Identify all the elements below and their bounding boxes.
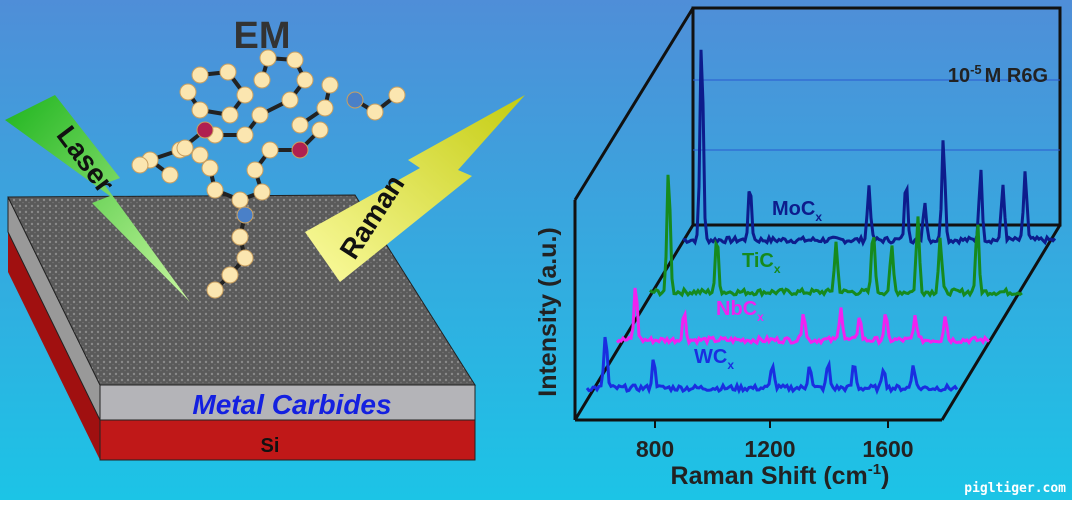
molecule [131, 49, 406, 299]
base-label: Si [261, 435, 280, 457]
atom [236, 86, 254, 104]
atom [346, 91, 364, 109]
atom [206, 181, 224, 199]
x-label-exponent: -1 [868, 461, 881, 478]
spectrum-sub: x [815, 210, 822, 224]
spectrum-name: WC [694, 346, 727, 368]
spectrum [585, 336, 959, 395]
spectrum-name: NbC [716, 298, 757, 320]
spectrum-name: TiC [742, 250, 774, 272]
atom [231, 228, 249, 246]
analyte-exponent: -5 [970, 62, 982, 77]
atom [231, 191, 249, 209]
spectrum [649, 174, 1023, 298]
atom [281, 91, 299, 109]
layer-label: Metal Carbides [192, 389, 391, 420]
title: EM [234, 15, 291, 57]
atom [388, 86, 406, 104]
spectrum-label: WCx [694, 346, 734, 372]
spectrum-sub: x [727, 358, 734, 372]
x-axis-label: Raman Shift (cm-1) [671, 461, 890, 490]
raman-bolt [305, 95, 525, 282]
atom [246, 161, 264, 179]
analyte-label: 10-5 M R6G [948, 62, 1048, 87]
atom [191, 66, 209, 84]
x-tick-label: 1600 [862, 436, 913, 462]
atom [236, 249, 254, 267]
y-axis-label: Intensity (a.u.) [534, 227, 562, 396]
atom [201, 159, 219, 177]
spectrum [682, 49, 1057, 247]
analyte-suffix: M R6G [985, 65, 1048, 87]
atom [191, 146, 209, 164]
spectrum [615, 287, 990, 347]
atom [176, 139, 194, 157]
atom [286, 51, 304, 69]
atom [253, 71, 271, 89]
atom [221, 266, 239, 284]
spectrum-sub: x [774, 262, 781, 276]
atom [236, 126, 254, 144]
atom [321, 76, 339, 94]
spectrum-label: TiCx [742, 250, 781, 276]
atom [366, 103, 384, 121]
atom [206, 281, 224, 299]
spectrum-label: MoCx [772, 198, 822, 224]
atom [221, 106, 239, 124]
atom [253, 183, 271, 201]
atom [251, 106, 269, 124]
x-label-text: Raman Shift (cm [671, 462, 868, 490]
analyte-prefix: 10 [948, 65, 970, 87]
x-tick-label: 800 [636, 436, 674, 462]
back-grid [693, 79, 1060, 151]
atom [311, 121, 329, 139]
atom [259, 49, 277, 67]
si-side [8, 232, 100, 460]
atom [261, 141, 279, 159]
atom [236, 206, 254, 224]
atom [131, 156, 149, 174]
spectrum-name: MoC [772, 198, 815, 220]
laser-bolt [5, 95, 190, 302]
x-tick-label: 1200 [744, 436, 795, 462]
spectrum-sub: x [757, 310, 764, 324]
plot-frame [573, 6, 1062, 422]
atom [191, 101, 209, 119]
atom [219, 63, 237, 81]
atom [179, 83, 197, 101]
atom [296, 71, 314, 89]
x-label-close: ) [881, 462, 889, 490]
si-layer [99, 419, 476, 461]
atom [161, 166, 179, 184]
spectrum-label: NbCx [716, 298, 764, 324]
atom [291, 141, 309, 159]
atom [291, 116, 309, 134]
atom [316, 99, 334, 117]
watermark: pigltiger.com [964, 481, 1066, 496]
atom [196, 121, 214, 139]
